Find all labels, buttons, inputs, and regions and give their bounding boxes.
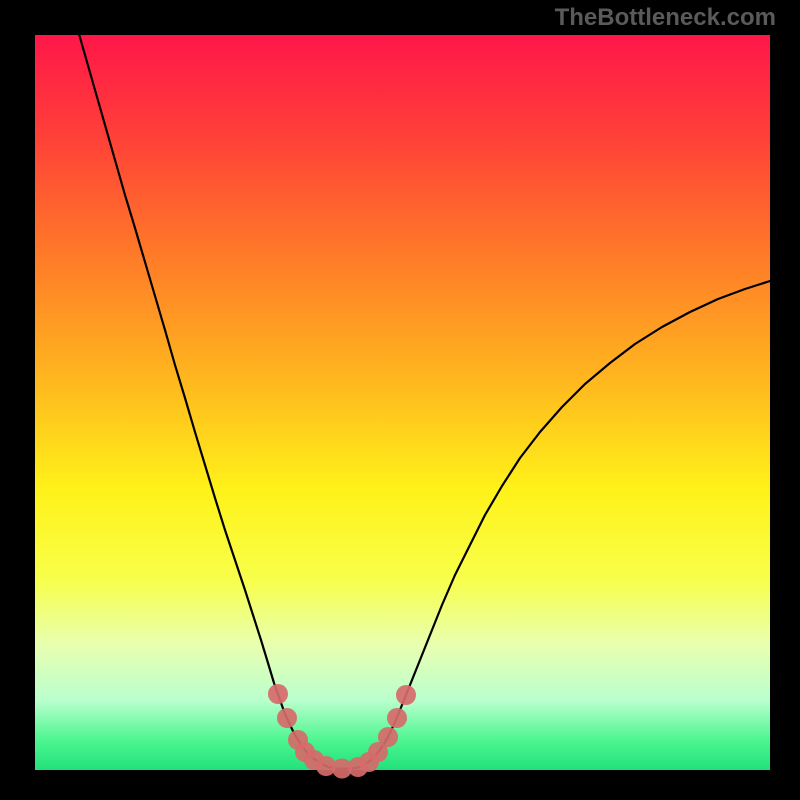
chart-svg <box>0 0 800 800</box>
marker-dot <box>268 684 288 704</box>
marker-dot <box>387 708 407 728</box>
bottleneck-curve <box>75 20 770 769</box>
marker-dot <box>277 708 297 728</box>
marker-dot <box>378 727 398 747</box>
marker-dot <box>396 685 416 705</box>
